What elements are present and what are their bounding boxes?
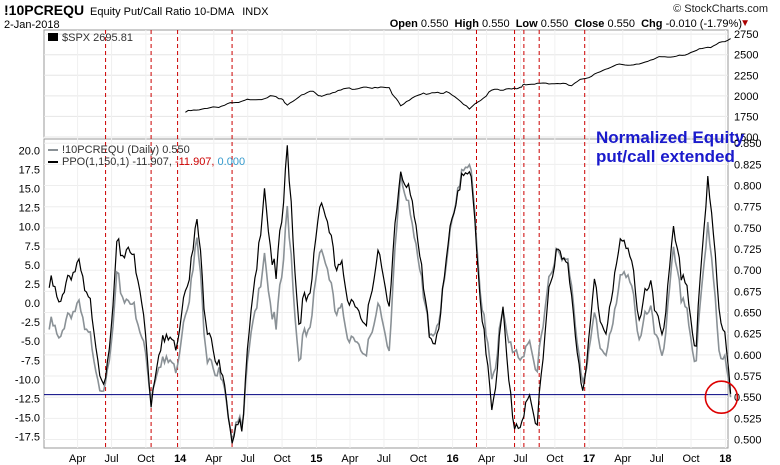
x-tick-label: Oct xyxy=(546,453,563,465)
ppo-tick-label: -10.0 xyxy=(15,374,40,386)
series-description: Equity Put/Call Ratio 10-DMA xyxy=(90,6,235,18)
ratio-tick-label: 0.850 xyxy=(734,138,762,150)
x-tick-label: Oct xyxy=(410,453,427,465)
ppo-tick-label: 7.5 xyxy=(25,241,40,253)
x-tick-label: Jul xyxy=(105,453,119,465)
ppo-tick-label: 15.0 xyxy=(19,184,40,196)
x-tick-label: 15 xyxy=(310,453,322,465)
chg-value: -0.010 (-1.79%) xyxy=(665,18,742,30)
x-tick-label: Apr xyxy=(205,453,222,465)
ppo-tick-label: -12.5 xyxy=(15,393,40,405)
ratio-tick-label: 0.800 xyxy=(734,181,762,193)
putcall-series-line xyxy=(48,162,732,441)
ratio-tick-label: 0.550 xyxy=(734,392,762,404)
x-tick-label: 16 xyxy=(446,453,458,465)
ohlc-readout: Open 0.550 High 0.550 Low 0.550 Close 0.… xyxy=(390,18,742,30)
high-value: 0.550 xyxy=(482,18,510,30)
ratio-tick-label: 0.825 xyxy=(734,159,762,171)
open-label: Open xyxy=(389,18,418,30)
x-tick-label: Apr xyxy=(341,453,358,465)
ratio-tick-label: 0.600 xyxy=(734,350,762,362)
ppo-tick-label: -2.5 xyxy=(21,317,40,329)
ppo-tick-label: -5.0 xyxy=(21,336,40,348)
x-tick-label: Oct xyxy=(682,453,699,465)
ppo-tick-label: -17.5 xyxy=(15,432,40,444)
chg-label: Chg xyxy=(641,18,663,30)
ppo-tick-label: 17.5 xyxy=(19,165,40,177)
ratio-tick-label: 0.625 xyxy=(734,329,762,341)
high-label: High xyxy=(454,18,479,30)
ratio-tick-label: 0.700 xyxy=(734,265,762,277)
x-tick-label: 18 xyxy=(719,453,731,465)
x-tick-label: Jul xyxy=(241,453,255,465)
x-tick-label: 14 xyxy=(174,453,187,465)
latest-value-circle xyxy=(704,380,739,415)
annotation-line-2: put/call extended xyxy=(596,147,735,166)
chart-date: 2-Jan-2018 xyxy=(4,19,60,31)
x-tick-label: Jul xyxy=(377,453,391,465)
price-panel-frame xyxy=(43,29,729,138)
low-value: 0.550 xyxy=(540,18,569,30)
ppo-tick-label: 12.5 xyxy=(19,203,40,215)
chart-title-row: !10PCREQU Equity Put/Call Ratio 10-DMA I… xyxy=(4,2,268,18)
ppo-tick-label: 0.0 xyxy=(25,298,40,310)
down-triangle-icon: ▼ xyxy=(740,18,750,29)
price-tick-label: 2500 xyxy=(734,50,758,62)
price-tick-label: 1500 xyxy=(734,132,758,144)
ratio-tick-label: 0.775 xyxy=(734,202,762,214)
price-tick-label: 2750 xyxy=(734,29,758,41)
ppo-tick-label: 20.0 xyxy=(19,145,40,157)
ppo-tick-label: -15.0 xyxy=(15,412,40,424)
ratio-tick-label: 0.525 xyxy=(734,413,762,425)
spx-price-line xyxy=(185,38,731,113)
low-label: Low xyxy=(515,18,538,30)
x-tick-label: 17 xyxy=(583,453,595,465)
close-value: 0.550 xyxy=(607,18,635,30)
x-tick-label: Jul xyxy=(513,453,527,465)
exchange: INDX xyxy=(242,6,269,18)
open-value: 0.550 xyxy=(420,18,449,30)
ratio-tick-label: 0.650 xyxy=(734,308,762,320)
ratio-tick-label: 0.750 xyxy=(734,223,762,235)
spx-legend-swatch xyxy=(48,33,58,41)
ppo-tick-label: 2.5 xyxy=(25,279,40,291)
ratio-tick-label: 0.725 xyxy=(734,244,762,256)
x-tick-label: Oct xyxy=(274,453,291,465)
ppo-tick-label: 5.0 xyxy=(25,260,40,272)
ppo-tick-label: 10.0 xyxy=(19,222,40,234)
ratio-tick-label: 0.675 xyxy=(734,286,762,298)
ppo-legend: PPO(1,150,1) -11.907, -11.907, 0.000 xyxy=(62,156,245,168)
ppo-tick-label: -7.5 xyxy=(21,355,40,367)
price-tick-label: 1750 xyxy=(734,111,758,123)
close-label: Close xyxy=(574,18,605,30)
brand-watermark: © StockCharts.com xyxy=(673,3,768,15)
x-tick-label: Apr xyxy=(478,453,495,465)
putcall-legend: !10PCREQU (Daily) 0.550 xyxy=(62,144,190,156)
x-tick-label: Oct xyxy=(137,453,154,465)
x-tick-label: Jul xyxy=(650,453,664,465)
ratio-tick-label: 0.575 xyxy=(734,371,762,383)
ppo-series-line xyxy=(48,145,732,444)
price-tick-label: 2000 xyxy=(734,91,758,103)
price-tick-label: 2250 xyxy=(734,70,758,82)
x-tick-label: Apr xyxy=(69,453,86,465)
spx-legend: $SPX 2695.81 xyxy=(62,32,133,44)
x-tick-label: Apr xyxy=(614,453,631,465)
ratio-tick-label: 0.500 xyxy=(734,435,762,447)
annotation-line-1: Normalized Equity xyxy=(596,128,745,147)
symbol: !10PCREQU xyxy=(4,2,85,18)
indicator-panel-frame xyxy=(43,138,729,449)
